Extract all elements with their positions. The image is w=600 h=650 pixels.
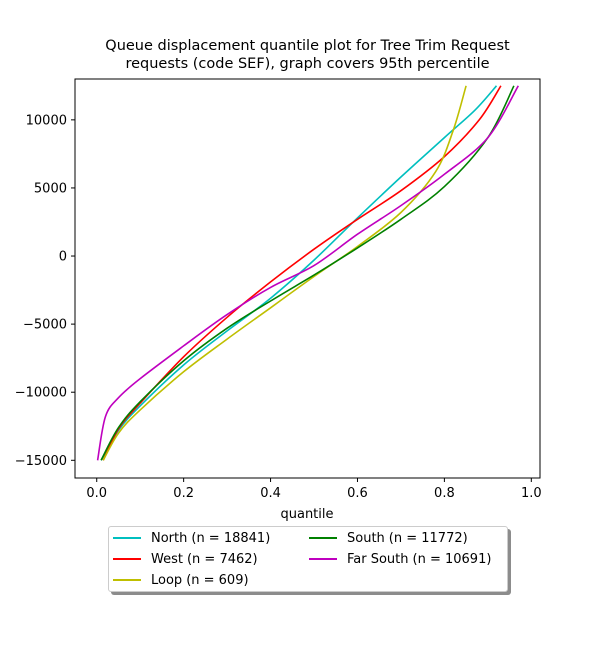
- x-tick-label: 0.4: [260, 486, 281, 501]
- y-tick-label: −10000: [15, 386, 67, 401]
- x-tick-label: 0.2: [173, 486, 194, 501]
- legend-item-loop: Loopn = 609: [113, 571, 249, 589]
- x-tick-label: 1.0: [521, 486, 542, 501]
- legend-item-west: West n = 7462: [113, 550, 258, 568]
- legend-count-far-south: n = 10691: [413, 552, 492, 567]
- x-axis-label: quantile: [280, 507, 333, 522]
- y-tick-label: −5000: [23, 318, 67, 333]
- x-tick-label: 0.6: [347, 486, 368, 501]
- legend-swatch-loop: [113, 579, 141, 581]
- y-tick-label: −15000: [15, 454, 67, 469]
- legend-count-west: n = 7462: [187, 552, 258, 567]
- legend-item-south: South n = 11772: [309, 529, 468, 547]
- series-line-north: [100, 85, 498, 461]
- legend-label-far-south: Far South: [347, 551, 409, 567]
- legend-label-loop: Loop: [151, 572, 183, 588]
- series-line-south: [100, 85, 515, 461]
- legend-item-north: Northn = 18841: [113, 529, 270, 547]
- x-tick-label: 0.0: [86, 486, 107, 501]
- y-tick-label: 0: [59, 250, 67, 265]
- legend-swatch-north: [113, 537, 141, 539]
- plot-area-frame: [74, 78, 541, 479]
- legend-item-far-south: Far South n = 10691: [309, 550, 491, 568]
- legend: Northn = 18841 Westn = 7462 Loopn = 609 …: [108, 526, 508, 592]
- legend-count-south: n = 11772: [389, 531, 468, 546]
- legend-label-west: West: [151, 551, 183, 567]
- series-line-west: [102, 85, 502, 461]
- y-tick-label: 5000: [34, 181, 67, 196]
- chart-title-line-2: requests (code SEF), graph covers 95th p…: [125, 56, 490, 72]
- legend-count-north: n = 18841: [191, 531, 270, 546]
- series-line-far-south: [96, 85, 519, 461]
- legend-swatch-far-south: [309, 558, 337, 560]
- x-axis-ticks: 0.0 0.2 0.4 0.6 0.8 1.0: [86, 478, 542, 501]
- legend-label-south: South: [347, 530, 385, 546]
- y-tick-label: 10000: [26, 113, 67, 128]
- legend-count-loop: n = 609: [186, 573, 248, 588]
- legend-swatch-south: [309, 537, 337, 539]
- chart-title-line-1: Queue displacement quantile plot for Tre…: [105, 38, 510, 54]
- series-layer: [96, 85, 519, 461]
- series-line-loop: [102, 85, 467, 461]
- x-tick-label: 0.8: [434, 486, 455, 501]
- legend-label-north: North: [151, 530, 188, 546]
- legend-swatch-west: [113, 558, 141, 560]
- y-axis-ticks: −15000 −10000 −5000 0 5000 10000: [15, 113, 75, 469]
